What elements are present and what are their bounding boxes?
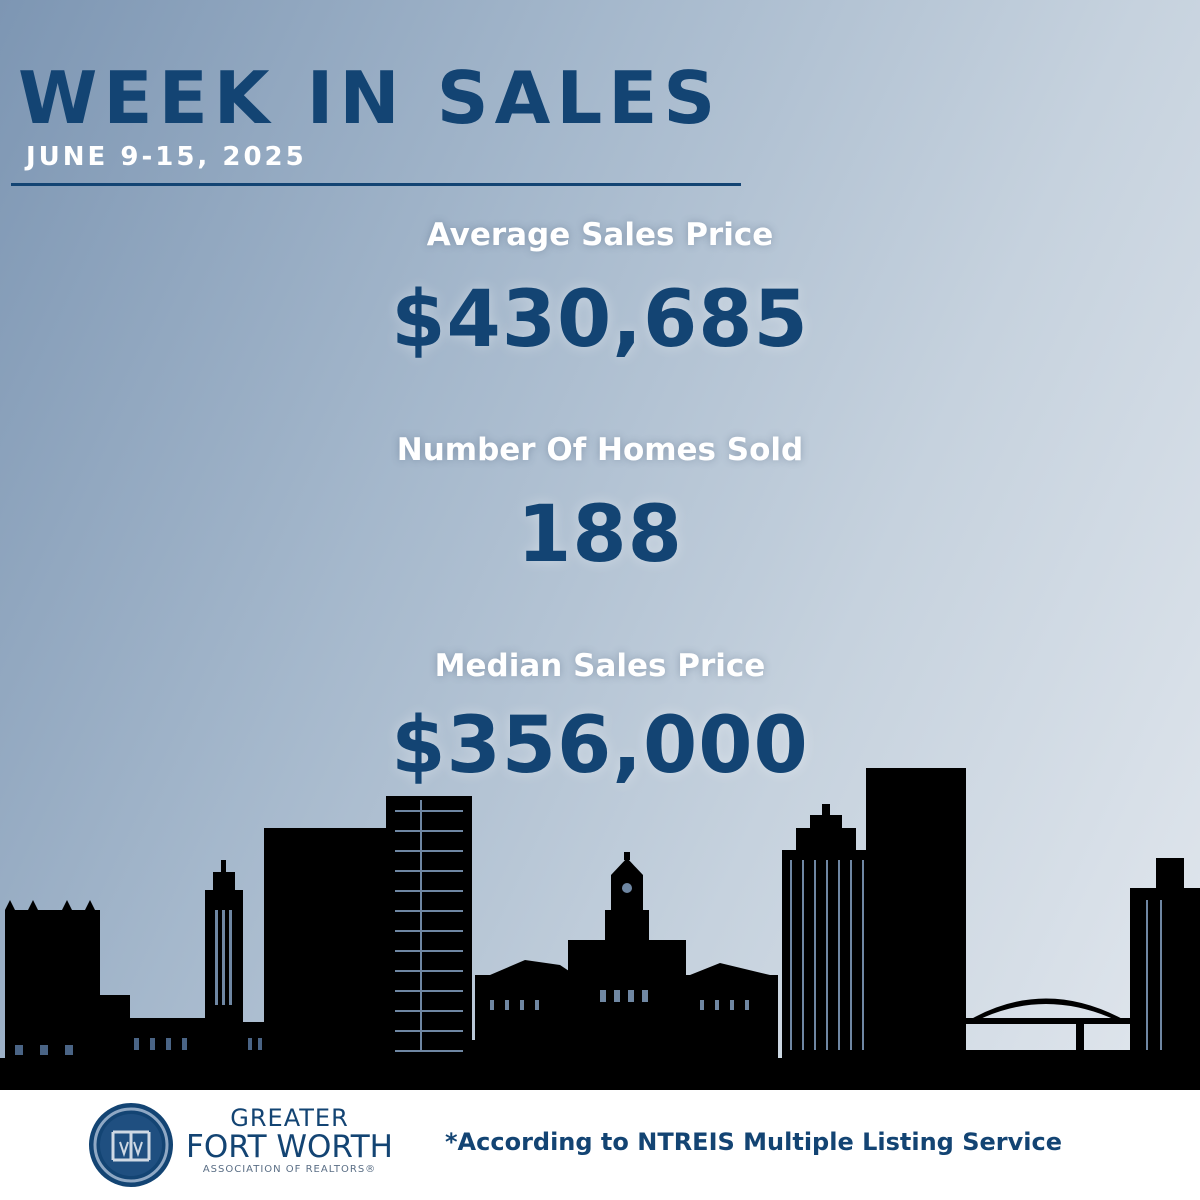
gfw-logo-icon <box>89 1103 173 1187</box>
average-sales-price-label: Average Sales Price <box>426 217 774 253</box>
homes-sold-value: 188 <box>517 490 683 580</box>
skyline-icon <box>0 768 1200 1092</box>
logo-line-fort-worth: FORT WORTH <box>186 1129 393 1165</box>
logo-line-greater: GREATER <box>230 1104 349 1132</box>
footer: GREATER FORT WORTH ASSOCIATION OF REALTO… <box>0 1090 1200 1200</box>
logo-line-association: ASSOCIATION OF REALTORS® <box>202 1164 377 1176</box>
source-disclaimer: *According to NTREIS Multiple Listing Se… <box>445 1128 1062 1156</box>
title-divider <box>11 183 741 186</box>
median-sales-price-value: $356,000 <box>391 701 809 791</box>
page-title: WEEK IN SALES <box>18 56 722 140</box>
average-sales-price-value: $430,685 <box>391 275 809 365</box>
homes-sold-label: Number Of Homes Sold <box>396 432 804 468</box>
logo-wordmark: GREATER FORT WORTH ASSOCIATION OF REALTO… <box>182 1106 397 1176</box>
median-sales-price-label: Median Sales Price <box>434 648 766 684</box>
date-range: JUNE 9-15, 2025 <box>26 142 307 172</box>
